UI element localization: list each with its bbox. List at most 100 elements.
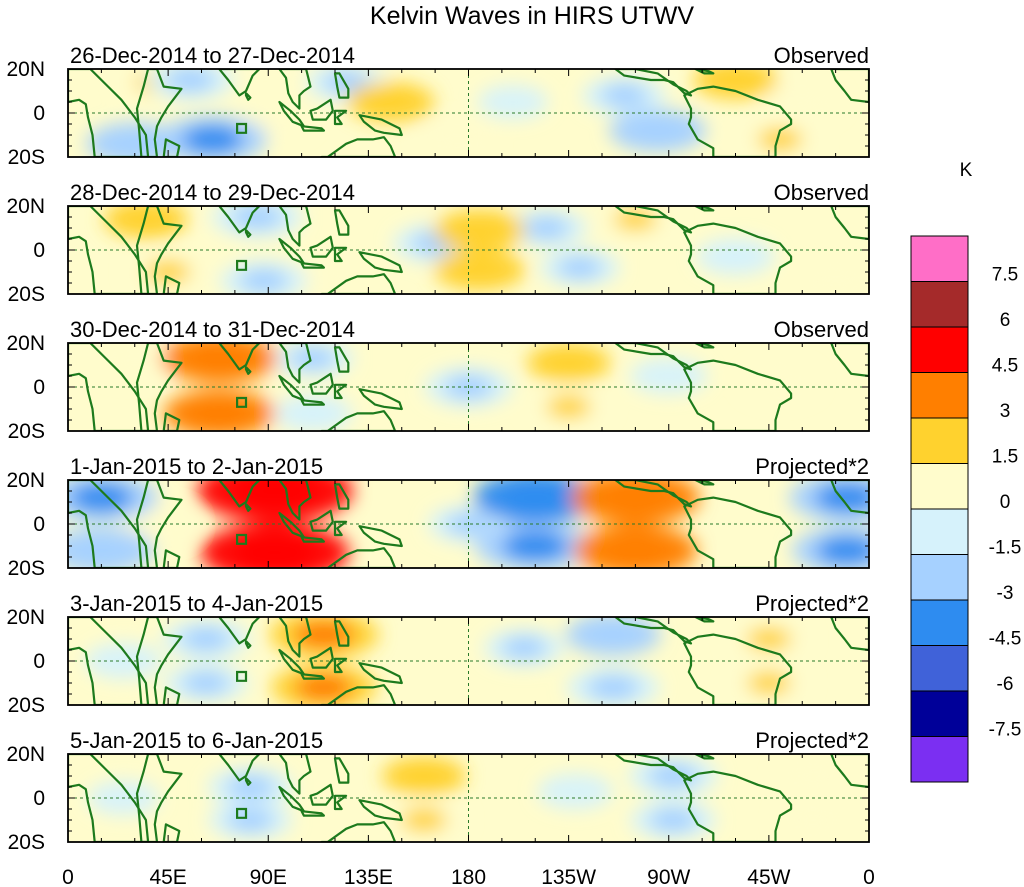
coastline bbox=[683, 770, 793, 842]
anomaly-core bbox=[233, 534, 316, 568]
y-tick-label: 20S bbox=[8, 694, 45, 717]
anomaly-core bbox=[546, 395, 591, 419]
y-tick-label: 20S bbox=[8, 557, 45, 580]
panel-type-label: Projected*2 bbox=[755, 728, 869, 753]
coastline bbox=[683, 222, 793, 294]
coastline bbox=[333, 620, 350, 647]
anomaly-core bbox=[557, 256, 602, 279]
anomaly-core bbox=[613, 208, 658, 231]
anomaly-blob bbox=[420, 121, 495, 157]
coastline bbox=[278, 69, 312, 110]
x-axis: 0 45E 90E 135E 180 135W 90W 45W 0 bbox=[62, 866, 875, 887]
coastline bbox=[68, 206, 150, 294]
anomaly-core bbox=[454, 257, 505, 283]
x-tick-label: 0 bbox=[863, 866, 875, 887]
coastline bbox=[333, 483, 350, 510]
panel-3: 30-Dec-2014 to 31-Dec-2014 Observed 20N 0 20… bbox=[6, 317, 870, 443]
coastline bbox=[830, 754, 869, 789]
chart-title: Kelvin Waves in HIRS UTWV bbox=[370, 2, 694, 30]
coastline bbox=[830, 206, 869, 241]
coastline bbox=[309, 98, 334, 121]
anomaly-core bbox=[599, 481, 671, 514]
coastline bbox=[333, 794, 348, 811]
anomaly-core bbox=[401, 808, 447, 832]
coastline bbox=[218, 69, 261, 97]
coastline bbox=[309, 509, 334, 532]
coastline-box bbox=[236, 670, 248, 682]
coastline bbox=[162, 138, 181, 157]
colorbar-label: 4.5 bbox=[992, 356, 1018, 377]
colorbar-swatch bbox=[910, 372, 969, 419]
coastline bbox=[300, 810, 325, 817]
panel-4: 1-Jan-2015 to 2-Jan-2015 Projected*2 20N 0 2… bbox=[6, 454, 870, 580]
coastline-box bbox=[236, 533, 248, 545]
anomaly-blob bbox=[96, 343, 174, 379]
coastline bbox=[358, 799, 403, 822]
coastline bbox=[300, 399, 325, 406]
coastlines bbox=[68, 754, 869, 842]
colorbar-swatch bbox=[910, 599, 969, 646]
y-tick-label: 20S bbox=[8, 420, 45, 443]
coastline bbox=[694, 480, 715, 486]
coastline bbox=[309, 235, 334, 258]
anomaly-core bbox=[145, 260, 191, 284]
anomaly-core bbox=[712, 69, 759, 92]
y-tick-label: 20S bbox=[8, 283, 45, 306]
anomaly-core bbox=[400, 764, 448, 788]
anomaly-core bbox=[502, 530, 569, 562]
coastline bbox=[320, 684, 397, 705]
colorbar-swatch bbox=[910, 326, 969, 373]
anomaly-core bbox=[649, 808, 697, 832]
panel-5: 3-Jan-2015 to 4-Jan-2015 Projected*2 20N 0 2… bbox=[6, 591, 870, 717]
anomaly-core bbox=[231, 206, 283, 230]
coastline bbox=[694, 69, 715, 75]
colorbar-swatch bbox=[910, 645, 969, 692]
colorbar-swatch bbox=[910, 417, 969, 464]
panel-date-range: 30-Dec-2014 to 31-Dec-2014 bbox=[70, 317, 355, 342]
coastline bbox=[694, 754, 715, 760]
y-tick-label: 20N bbox=[6, 195, 45, 218]
coastline bbox=[278, 617, 312, 658]
anomaly-core bbox=[187, 343, 252, 374]
anomaly-field bbox=[86, 69, 841, 157]
anomaly-core bbox=[239, 268, 288, 293]
coastline bbox=[135, 206, 183, 294]
coastline bbox=[683, 633, 793, 705]
y-tick-label: 0 bbox=[33, 787, 45, 810]
x-tick-label: 45W bbox=[747, 866, 790, 887]
colorbar-swatch bbox=[910, 736, 969, 783]
coastline bbox=[300, 673, 325, 680]
coastline bbox=[135, 754, 183, 842]
anomaly-core bbox=[227, 808, 274, 832]
coastline bbox=[68, 69, 150, 157]
anomaly-core bbox=[366, 90, 415, 114]
coastline bbox=[320, 547, 397, 568]
coastline bbox=[358, 114, 403, 137]
coastline bbox=[218, 754, 261, 782]
coastline bbox=[830, 69, 869, 104]
colorbar: 7.5 6 4.5 3 1.5 0 -1.5 -3 -4.5 -6 -7.5 bbox=[910, 235, 1021, 783]
coastline bbox=[278, 206, 312, 247]
colorbar-label: 3 bbox=[1000, 401, 1011, 422]
coastline bbox=[135, 343, 183, 431]
coastline bbox=[333, 520, 348, 537]
x-tick-label: 90E bbox=[250, 866, 287, 887]
coastline bbox=[358, 251, 403, 274]
coastline bbox=[68, 480, 150, 568]
coastline bbox=[218, 206, 261, 234]
anomaly-core bbox=[747, 671, 791, 695]
coastline bbox=[830, 480, 869, 515]
coastline bbox=[218, 343, 261, 371]
coastline bbox=[320, 273, 397, 294]
coastline bbox=[218, 480, 261, 508]
coastline bbox=[320, 410, 397, 431]
colorbar-label: 1.5 bbox=[992, 447, 1018, 468]
coastline bbox=[683, 359, 793, 431]
anomaly-core bbox=[601, 83, 648, 108]
coastline bbox=[694, 617, 715, 623]
coastline bbox=[333, 383, 348, 400]
coastline bbox=[309, 783, 334, 806]
colorbar-swatch bbox=[910, 463, 969, 510]
anomaly-field bbox=[103, 206, 869, 294]
